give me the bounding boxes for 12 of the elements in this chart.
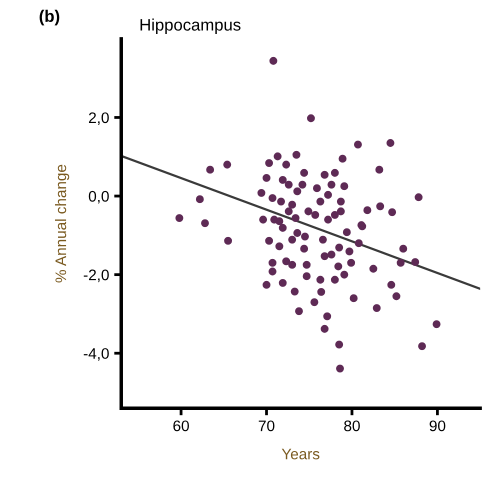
- y-axis-title: % Annual change: [54, 164, 70, 282]
- x-tick-label: 80: [344, 420, 360, 432]
- x-tick-label: 90: [430, 420, 446, 432]
- chart-title: Hippocampus: [140, 18, 240, 34]
- x-tick-label: 70: [258, 420, 274, 432]
- x-axis-title: Years: [282, 448, 320, 460]
- y-tick-label: -2,0: [84, 270, 109, 282]
- text: (b): [40, 10, 60, 26]
- y-tick-label: 0,0: [88, 190, 109, 204]
- x-tick-label: 60: [173, 420, 189, 432]
- y-tick-label: -4,0: [84, 348, 109, 361]
- y-tick-label: 2,0: [88, 112, 109, 125]
